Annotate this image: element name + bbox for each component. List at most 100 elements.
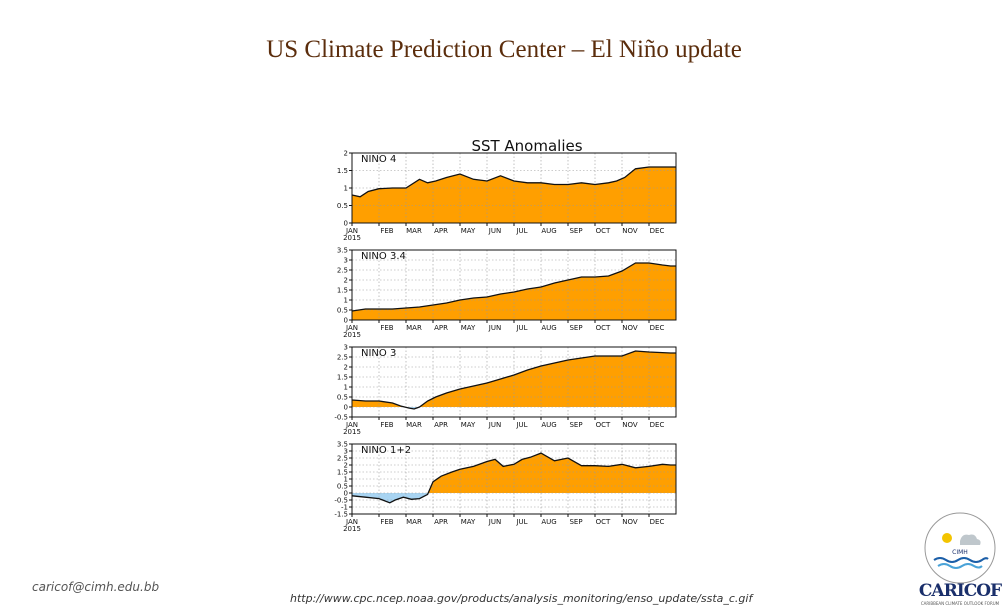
month-label: MAY: [461, 421, 476, 429]
month-label: FEB: [380, 518, 393, 526]
caricof-logo: CIMH CARICOF CARIBBEAN CLIMATE OUTLOOK F…: [919, 512, 1003, 606]
month-label: JUL: [515, 324, 527, 332]
month-label: NOV: [622, 518, 638, 526]
month-label: AUG: [541, 518, 556, 526]
month-label: APR: [434, 324, 448, 332]
month-label: JUN: [488, 518, 501, 526]
y-tick-label: 1: [344, 384, 348, 392]
month-label: APR: [434, 227, 448, 235]
panel-title: NINO 4: [361, 154, 396, 165]
month-label: MAR: [406, 227, 422, 235]
y-tick-label: -0.5: [334, 414, 348, 422]
y-tick-label: 0.5: [337, 307, 348, 315]
wave-icon-2: [937, 563, 983, 569]
year-label: 2015: [343, 234, 361, 242]
month-label: FEB: [380, 421, 393, 429]
panel-3: -1.5-1-0.500.511.522.533.5 JAN FEB MAR APR MA…: [334, 441, 677, 533]
logo-brand: CARICOF: [919, 581, 1002, 601]
month-label: JAN: [345, 324, 358, 332]
month-label: AUG: [541, 227, 556, 235]
panel-title: NINO 3.4: [361, 251, 406, 262]
y-tick-label: -1: [341, 504, 348, 512]
series-line: [352, 452, 676, 504]
month-label: JUN: [488, 421, 501, 429]
series-line: [352, 166, 676, 198]
month-label: FEB: [380, 227, 393, 235]
month-label: MAR: [406, 518, 422, 526]
month-label: JAN: [345, 518, 358, 526]
month-label: APR: [434, 518, 448, 526]
footer-email: caricof@cimh.edu.bb: [32, 580, 160, 594]
month-label: OCT: [596, 324, 611, 332]
y-tick-label: 1.5: [337, 469, 348, 477]
series-line: [352, 350, 676, 410]
month-label: MAY: [461, 227, 476, 235]
month-label: JUL: [515, 518, 527, 526]
year-label: 2015: [343, 525, 361, 533]
month-label: JUN: [488, 227, 501, 235]
y-tick-label: 2: [344, 462, 348, 470]
panel-0: 0 0.5 1 1.5 2 JAN FEB MAR APR MAY JUN JUL AUG SEP OCT N…: [337, 150, 677, 242]
y-tick-label: 2: [344, 277, 348, 285]
month-label: SEP: [569, 227, 582, 235]
month-label: JUL: [515, 421, 527, 429]
y-tick-label: 2.5: [337, 455, 348, 463]
y-tick-label: 2.5: [337, 354, 348, 362]
y-tick-label: 2.5: [337, 267, 348, 275]
footer-url[interactable]: http://www.cpc.ncep.noaa.gov/products/an…: [290, 592, 753, 605]
month-label: NOV: [622, 324, 638, 332]
month-label: DEC: [650, 518, 665, 526]
y-tick-label: 0.5: [337, 483, 348, 491]
y-tick-label: -1.5: [334, 511, 348, 519]
y-tick-label: 1: [344, 297, 348, 305]
month-label: SEP: [569, 518, 582, 526]
month-label: DEC: [650, 227, 665, 235]
logo-tagline: CARIBBEAN CLIMATE OUTLOOK FORUM: [921, 601, 1000, 606]
y-tick-label: 1.5: [337, 374, 348, 382]
y-tick-label: 3.5: [337, 441, 348, 449]
area-negative: [352, 493, 676, 503]
month-label: OCT: [596, 518, 611, 526]
month-label: MAR: [406, 421, 422, 429]
y-tick-label: 3: [344, 257, 348, 265]
y-tick-label: 0: [344, 317, 348, 325]
month-label: AUG: [541, 324, 556, 332]
y-tick-label: 0: [344, 404, 348, 412]
y-tick-label: 3.5: [337, 247, 348, 255]
month-label: DEC: [650, 324, 665, 332]
panel-2: -0.5 0 0.5 1 1.5 2 2.5 3 JAN FEB MAR APR MAY JUN JUL AU…: [334, 344, 677, 436]
wave-icon: [933, 557, 989, 563]
month-label: FEB: [380, 324, 393, 332]
year-label: 2015: [343, 428, 361, 436]
y-tick-label: 1.5: [337, 167, 348, 175]
y-tick-label: 1.5: [337, 287, 348, 295]
y-tick-label: 0.5: [337, 202, 348, 210]
month-label: JUN: [488, 324, 501, 332]
y-tick-label: 3: [344, 448, 348, 456]
panel-1: 0 0.5 1 1.5 2 2.5 3 3.5 JAN FEB MAR APR MAY JUN JUL AUG…: [337, 247, 677, 339]
y-tick-label: 1: [344, 185, 348, 193]
y-tick-label: 3: [344, 344, 348, 352]
month-label: SEP: [569, 324, 582, 332]
month-label: JAN: [345, 227, 358, 235]
y-tick-label: 1: [344, 476, 348, 484]
y-tick-label: 2: [344, 364, 348, 372]
series-line: [352, 262, 676, 312]
month-label: JUL: [515, 227, 527, 235]
month-label: OCT: [596, 227, 611, 235]
year-label: 2015: [343, 331, 361, 339]
y-tick-label: 0: [344, 220, 348, 228]
month-label: MAY: [461, 518, 476, 526]
month-label: NOV: [622, 227, 638, 235]
month-label: APR: [434, 421, 448, 429]
month-label: MAY: [461, 324, 476, 332]
month-label: JAN: [345, 421, 358, 429]
y-tick-label: -0.5: [334, 497, 348, 505]
logo-ring-text: CIMH: [952, 549, 968, 556]
month-label: DEC: [650, 421, 665, 429]
panel-title: NINO 1+2: [361, 445, 411, 456]
y-tick-label: 0.5: [337, 394, 348, 402]
panel-title: NINO 3: [361, 348, 396, 359]
